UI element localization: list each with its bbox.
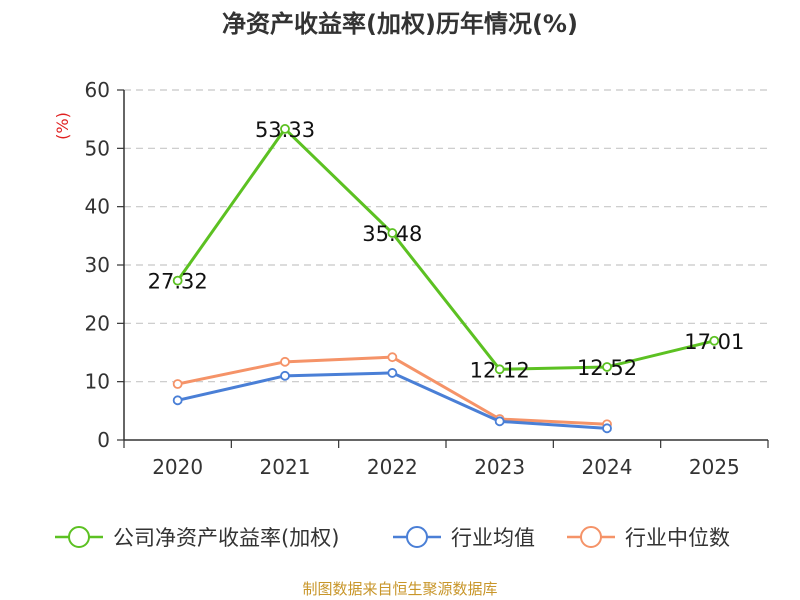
data-point[interactable] <box>494 364 505 375</box>
x-tick-label: 2020 <box>152 455 203 479</box>
y-tick-label: 30 <box>85 253 110 277</box>
data-point[interactable] <box>280 370 290 381</box>
legend[interactable]: 公司净资产收益率(加权) 行业均值 行业中位数 <box>55 526 730 550</box>
data-label: 27.32 <box>148 270 208 294</box>
x-tick-label: 2023 <box>474 455 525 479</box>
x-tick-label: 2022 <box>367 455 418 479</box>
data-point[interactable] <box>602 362 612 372</box>
legend-marker-icon <box>68 526 90 548</box>
y-tick-label: 0 <box>97 428 110 452</box>
data-point[interactable] <box>602 423 612 434</box>
data-labels: 27.32 53.33 35.48 12.12 12.52 17.01 <box>148 118 745 382</box>
x-tick-label: 2024 <box>582 455 633 479</box>
legend-marker-icon <box>580 526 602 548</box>
series <box>172 124 720 434</box>
y-tick-label: 50 <box>85 136 110 160</box>
legend-label: 公司净资产收益率(加权) <box>113 526 339 550</box>
data-point[interactable] <box>280 356 290 367</box>
chart-title: 净资产收益率(加权)历年情况(%) <box>222 10 578 38</box>
data-label: 35.48 <box>362 222 422 246</box>
data-label: 17.01 <box>684 330 744 354</box>
data-point[interactable] <box>280 124 290 134</box>
y-tick-label: 20 <box>85 311 110 335</box>
data-label: 12.52 <box>577 356 637 380</box>
data-point[interactable] <box>387 368 398 378</box>
data-point[interactable] <box>172 379 183 389</box>
series-0 <box>172 124 720 375</box>
y-axis-label: (%) <box>53 112 72 140</box>
grid-lines <box>124 89 768 383</box>
legend-label: 行业均值 <box>451 526 535 550</box>
series-1 <box>172 368 612 434</box>
legend-marker-icon <box>406 526 428 548</box>
y-tick-label: 10 <box>85 370 110 394</box>
data-label: 53.33 <box>255 118 315 142</box>
data-label: 12.12 <box>470 358 530 382</box>
data-point[interactable] <box>387 228 398 238</box>
x-tick-label: 2025 <box>689 455 740 479</box>
axes: 0 10 20 30 40 50 60 2020 2021 2022 2023 2024 2025 <box>85 78 769 479</box>
x-tick-label: 2021 <box>260 455 311 479</box>
legend-item-2[interactable]: 行业中位数 <box>567 526 730 550</box>
legend-label: 行业中位数 <box>625 526 730 550</box>
y-tick-label: 40 <box>85 195 110 219</box>
y-tick-label: 60 <box>85 78 110 102</box>
data-point[interactable] <box>494 416 505 427</box>
data-point[interactable] <box>172 395 183 406</box>
data-point[interactable] <box>709 335 720 346</box>
series-2 <box>172 352 612 430</box>
data-point[interactable] <box>172 275 183 286</box>
source-footer: 制图数据来自恒生聚源数据库 <box>302 580 497 598</box>
legend-item-1[interactable]: 行业均值 <box>393 526 535 550</box>
legend-item-0[interactable]: 公司净资产收益率(加权) <box>55 526 339 550</box>
data-point[interactable] <box>387 352 398 363</box>
series-line <box>176 127 716 371</box>
